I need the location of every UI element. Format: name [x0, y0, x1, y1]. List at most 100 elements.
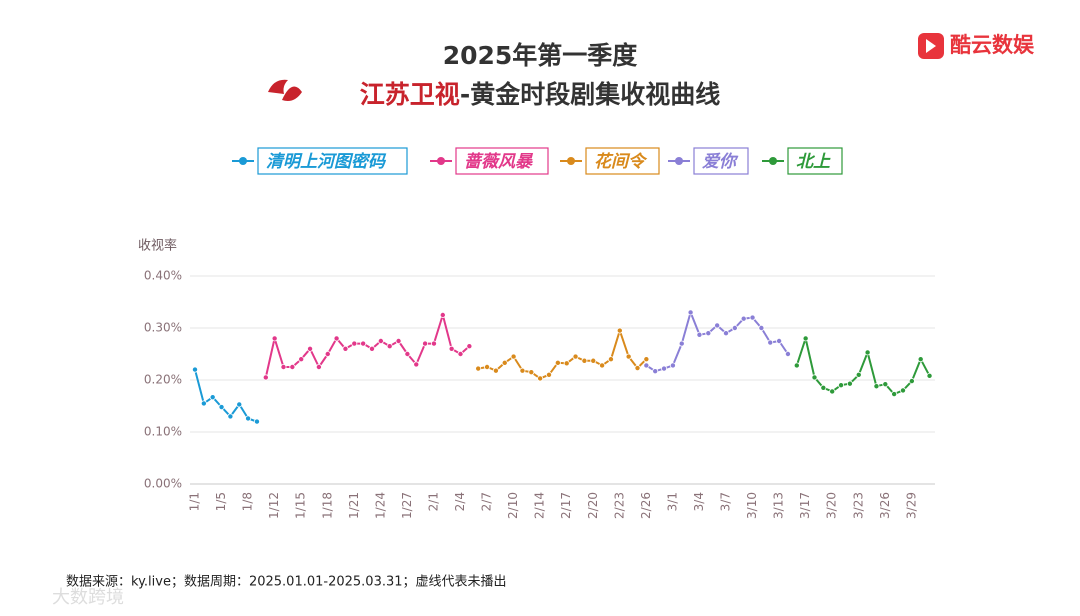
data-point — [448, 345, 455, 352]
legend-box — [585, 147, 660, 175]
chart-title: 2025年第一季度 — [443, 41, 638, 70]
data-point — [563, 360, 570, 367]
y-tick-label: 0.40% — [144, 269, 182, 283]
x-tick-label: 3/17 — [798, 492, 812, 519]
data-point — [873, 383, 880, 390]
x-tick-label: 3/20 — [825, 492, 839, 519]
watermark: 大数跨境 — [52, 587, 124, 608]
data-point — [200, 400, 207, 407]
data-point — [864, 349, 871, 356]
x-tick-label: 3/1 — [665, 492, 679, 511]
data-point — [917, 356, 924, 363]
data-point — [191, 366, 198, 373]
legend-item: 花间令 — [560, 147, 660, 175]
series-line — [795, 337, 931, 395]
source-note: 数据来源：ky.live；数据周期：2025.01.01-2025.03.31；… — [66, 575, 507, 590]
data-point — [838, 382, 845, 389]
legend-marker — [675, 157, 683, 165]
x-tick-label: 1/21 — [347, 492, 361, 519]
brand-logo — [918, 33, 944, 59]
data-point — [661, 365, 668, 372]
chart-subtitle: 江苏卫视-黄金时段剧集收视曲线 — [360, 80, 720, 109]
x-tick-label: 2/20 — [586, 492, 600, 519]
data-point — [599, 362, 606, 369]
data-point — [324, 350, 331, 357]
y-tick-label: 0.00% — [144, 477, 182, 491]
data-point — [227, 413, 234, 420]
x-tick-label: 3/4 — [692, 492, 706, 511]
data-point — [253, 418, 260, 425]
data-point — [501, 359, 508, 366]
data-point — [492, 367, 499, 374]
data-point — [280, 363, 287, 370]
data-point — [466, 343, 473, 350]
subtitle-text: -黄金时段剧集收视曲线 — [460, 80, 720, 109]
legend-box — [693, 147, 749, 175]
x-tick-label: 1/24 — [373, 492, 387, 519]
data-point — [740, 315, 747, 322]
data-point — [846, 380, 853, 387]
data-point — [236, 401, 243, 408]
data-point — [413, 361, 420, 368]
data-point — [723, 330, 730, 337]
data-point — [820, 384, 827, 391]
data-point — [457, 350, 464, 357]
x-tick-label: 1/8 — [241, 492, 255, 511]
data-point — [767, 339, 774, 346]
data-point — [528, 369, 535, 376]
legend-marker — [239, 157, 247, 165]
series-line — [194, 369, 258, 423]
data-point — [652, 368, 659, 375]
y-tick-label: 0.30% — [144, 321, 182, 335]
channel-logo — [268, 79, 302, 101]
legend-item: 爱你 — [668, 147, 749, 175]
legend-marker — [437, 157, 445, 165]
legend-box — [257, 147, 408, 175]
data-point — [484, 363, 491, 370]
data-point — [696, 331, 703, 338]
x-tick-label: 3/23 — [851, 492, 865, 519]
channel-name: 江苏卫视 — [360, 80, 460, 109]
x-tick-label: 1/15 — [294, 492, 308, 519]
data-point — [377, 337, 384, 344]
x-tick-label: 2/23 — [612, 492, 626, 519]
data-point — [776, 337, 783, 344]
data-point — [395, 337, 402, 344]
x-tick-label: 1/27 — [400, 492, 414, 519]
data-point — [607, 356, 614, 363]
data-point — [546, 371, 553, 378]
x-tick-label: 2/7 — [480, 492, 494, 511]
data-point — [298, 356, 305, 363]
data-point — [475, 365, 482, 372]
data-point — [271, 335, 278, 342]
x-tick-label: 1/1 — [188, 492, 202, 511]
data-point — [590, 357, 597, 364]
data-point — [386, 343, 393, 350]
series-line — [478, 329, 648, 380]
data-point — [926, 372, 933, 379]
x-tick-label: 1/18 — [320, 492, 334, 519]
y-tick-label: 0.20% — [144, 373, 182, 387]
x-tick-label: 2/4 — [453, 492, 467, 511]
data-point — [855, 371, 862, 378]
data-point — [368, 345, 375, 352]
data-point — [811, 374, 818, 381]
x-tick-label: 2/1 — [426, 492, 440, 511]
data-point — [218, 404, 225, 411]
data-point — [678, 340, 685, 347]
data-point — [315, 363, 322, 370]
legend-marker — [769, 157, 777, 165]
legend-item: 清明上河图密码 — [232, 147, 408, 175]
series-line — [645, 311, 789, 373]
data-point — [625, 353, 632, 360]
brand-name: 酷云数娱 — [950, 33, 1035, 57]
y-tick-label: 0.10% — [144, 425, 182, 439]
data-point — [439, 311, 446, 318]
data-point — [245, 415, 252, 422]
data-point — [554, 359, 561, 366]
data-point — [829, 388, 836, 395]
data-point — [581, 357, 588, 364]
data-point — [793, 362, 800, 369]
